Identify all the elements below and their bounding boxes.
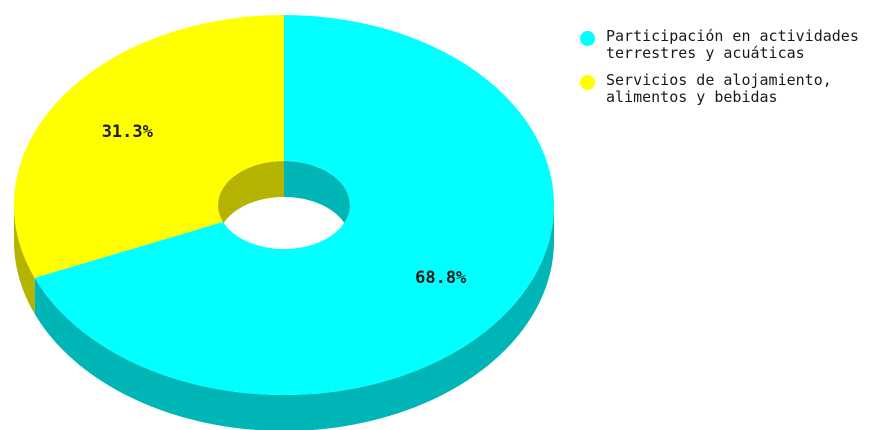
legend-swatch-participacion xyxy=(580,31,595,46)
legend-label-participacion: Participación en actividades terrestres … xyxy=(606,27,859,62)
chart-legend: Participación en actividades terrestres … xyxy=(580,28,880,116)
slice-value-label-1: 31.3% xyxy=(102,122,154,142)
donut-hole xyxy=(218,197,350,249)
donut-depth-layer xyxy=(14,205,554,430)
slice-side-1 xyxy=(14,205,35,314)
slice-value-label-0: 68.8% xyxy=(415,268,467,288)
donut-top-layer xyxy=(13,14,554,395)
slice-hole-wall-0-0 xyxy=(284,161,350,241)
slice-top-1 xyxy=(13,14,285,278)
legend-item-participacion: Participación en actividades terrestres … xyxy=(580,28,880,62)
slice-top-0 xyxy=(34,15,554,395)
slice-side-0 xyxy=(34,205,554,430)
legend-label-servicios: Servicios de alojamiento, alimentos y be… xyxy=(606,71,832,106)
donut-hole-layer xyxy=(218,161,350,249)
donut-label-layer: 68.8% 31.3% xyxy=(102,122,467,288)
legend-swatch-servicios xyxy=(580,75,595,90)
legend-item-servicios: Servicios de alojamiento, alimentos y be… xyxy=(580,72,880,106)
slice-hole-wall-1-0 xyxy=(218,161,284,241)
